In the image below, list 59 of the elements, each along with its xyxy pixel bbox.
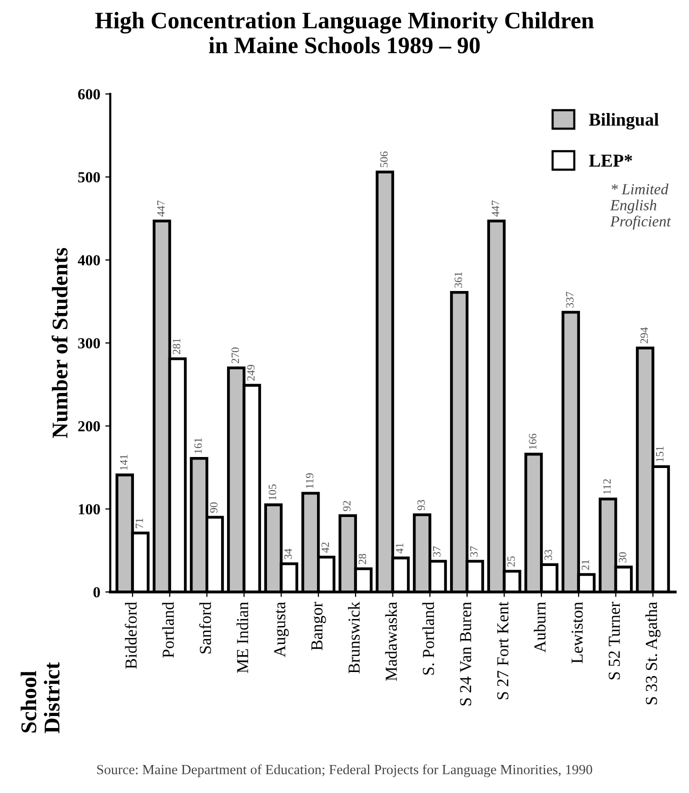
data-label: 37 bbox=[433, 546, 440, 557]
x-tick-label: Portland bbox=[162, 602, 174, 658]
x-tick-label: Biddeford bbox=[124, 602, 137, 669]
data-label: 33 bbox=[544, 550, 552, 560]
data-label: 41 bbox=[396, 543, 404, 554]
data-label: 105 bbox=[268, 484, 276, 500]
data-label: 506 bbox=[380, 151, 388, 168]
data-label: 25 bbox=[507, 556, 515, 567]
data-label: 37 bbox=[470, 546, 478, 557]
data-label: 30 bbox=[618, 552, 626, 562]
data-label: 447 bbox=[492, 200, 500, 217]
x-tick-label: S 24 Van Buren bbox=[460, 602, 472, 706]
x-tick-label: Madawaska bbox=[385, 602, 397, 681]
data-label: 249 bbox=[247, 364, 255, 381]
data-label: 151 bbox=[656, 446, 664, 462]
data-label: 361 bbox=[454, 272, 462, 288]
source-note: Source: Maine Department of Education; Federal Projects for Language Minorities, 1990 bbox=[97, 764, 592, 778]
legend-label: Bilingual bbox=[589, 113, 659, 130]
data-label: 166 bbox=[528, 434, 536, 450]
data-label: 112 bbox=[603, 479, 611, 494]
data-label: 71 bbox=[136, 518, 144, 528]
data-label: 447 bbox=[157, 200, 165, 217]
y-tick-label: 400 bbox=[78, 255, 100, 266]
y-axis-title: Number of Students bbox=[52, 248, 68, 438]
data-label: 270 bbox=[232, 347, 240, 364]
data-label: 42 bbox=[322, 542, 329, 553]
y-tick-label: 300 bbox=[78, 338, 100, 348]
x-tick-label: S. Portland bbox=[422, 602, 434, 675]
y-tick-label: 600 bbox=[78, 89, 100, 100]
annotation: * Limited English Proficient bbox=[610, 184, 672, 230]
text: School District bbox=[20, 662, 60, 734]
y-tick-label: 100 bbox=[78, 504, 100, 514]
data-label: 90 bbox=[210, 502, 218, 513]
y-tick-label: 0 bbox=[93, 587, 100, 598]
data-label: 161 bbox=[194, 438, 202, 454]
data-label: 141 bbox=[120, 454, 128, 470]
y-tick-label: 200 bbox=[78, 421, 100, 432]
x-tick-label: Brunswick bbox=[348, 602, 360, 674]
data-label: 119 bbox=[306, 473, 314, 488]
data-label: 93 bbox=[417, 500, 425, 510]
x-tick-label: S 33 St. Agatha bbox=[645, 602, 660, 704]
x-tick-label: ME Indian bbox=[236, 602, 248, 673]
y-tick-label: 500 bbox=[78, 172, 100, 182]
x-tick-label: Lewiston bbox=[572, 602, 583, 664]
legend-label: LEP* bbox=[589, 154, 632, 167]
x-tick-label: Bangor bbox=[311, 602, 326, 650]
data-label: 337 bbox=[566, 292, 574, 308]
data-label: 92 bbox=[343, 500, 351, 512]
chart-title: High Concentration Language Minority Children in Maine Schools 1989 – 90 bbox=[95, 12, 594, 54]
x-tick-label: S 27 Fort Kent bbox=[497, 602, 508, 700]
data-label: 294 bbox=[640, 327, 648, 344]
x-tick-label: Sanford bbox=[199, 602, 212, 654]
data-label: 28 bbox=[358, 554, 366, 564]
x-tick-label: S 52 Turner bbox=[608, 602, 620, 680]
data-label: 281 bbox=[172, 338, 180, 354]
data-label: 21 bbox=[582, 560, 590, 570]
x-tick-label: Auburn bbox=[534, 602, 546, 652]
x-tick-label: Augusta bbox=[274, 602, 289, 658]
data-label: 34 bbox=[284, 548, 292, 560]
